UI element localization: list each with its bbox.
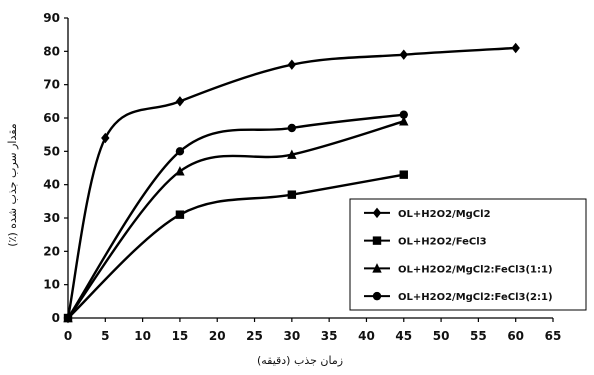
legend-item: OL+H2O2/FeCl3 — [364, 236, 487, 248]
legend-item: OL+H2O2/MgCl2:FeCl3(2:1) — [364, 291, 553, 303]
x-axis-title: زمان جذب (دقیقه) — [257, 354, 343, 367]
legend-box — [349, 198, 587, 311]
data-point — [287, 59, 297, 70]
y-tick-label: 30 — [43, 211, 60, 225]
legend-item: OL+H2O2/MgCl2:FeCl3(1:1) — [364, 263, 553, 275]
x-tick-label: 20 — [209, 329, 226, 343]
y-tick-label: 70 — [43, 78, 60, 92]
data-point — [101, 132, 110, 144]
legend-item: OL+H2O2/MgCl2 — [364, 207, 491, 220]
x-tick-label: 30 — [283, 329, 300, 343]
y-tick-label: 80 — [43, 44, 60, 58]
x-tick-label: 45 — [395, 329, 412, 343]
series-line — [67, 120, 405, 319]
data-point — [399, 110, 408, 119]
data-point — [511, 42, 520, 54]
x-tick-label: 60 — [507, 329, 524, 343]
x-tick-label: 10 — [134, 329, 151, 343]
legend-marker — [372, 291, 382, 301]
legend-label: OL+H2O2/MgCl2:FeCl3(2:1) — [398, 292, 553, 303]
legend-marker — [372, 207, 382, 219]
data-point — [287, 149, 297, 159]
x-tick-label: 65 — [545, 329, 562, 343]
y-tick-label: 20 — [43, 244, 60, 258]
y-axis-title: مقدار سرب جذب شده (٪) — [6, 123, 19, 247]
x-tick-label: 40 — [358, 329, 375, 343]
y-tick-label: 0 — [52, 311, 60, 325]
legend-label: OL+H2O2/MgCl2 — [398, 209, 491, 220]
x-tick-label: 0 — [64, 329, 72, 343]
legend-marker — [372, 236, 382, 245]
x-tick-label: 35 — [321, 329, 338, 343]
data-point — [399, 49, 408, 60]
x-tick-label: 25 — [246, 329, 263, 343]
legend-label: OL+H2O2/FeCl3 — [398, 237, 487, 248]
y-tick-label: 40 — [43, 178, 60, 192]
series-line — [67, 113, 404, 319]
y-tick-label: 10 — [43, 278, 60, 292]
data-point — [175, 96, 185, 107]
data-point — [399, 116, 409, 126]
legend-label: OL+H2O2/MgCl2:FeCl3(1:1) — [398, 264, 553, 275]
data-point — [175, 210, 185, 219]
series-line — [66, 46, 516, 319]
data-point — [287, 190, 297, 199]
y-tick-label: 60 — [43, 111, 60, 125]
series-line — [67, 173, 404, 319]
y-tick-label: 50 — [43, 144, 60, 158]
series-4 — [63, 110, 408, 323]
x-tick-label: 55 — [470, 329, 487, 343]
y-tick-label: 90 — [43, 11, 60, 25]
x-tick-label: 15 — [172, 329, 189, 343]
data-point — [287, 123, 297, 133]
data-point — [175, 166, 185, 176]
data-point — [399, 170, 408, 179]
x-tick-label: 5 — [101, 329, 109, 343]
legend-marker — [372, 263, 382, 273]
data-point — [175, 147, 185, 156]
x-tick-label: 50 — [433, 329, 450, 343]
